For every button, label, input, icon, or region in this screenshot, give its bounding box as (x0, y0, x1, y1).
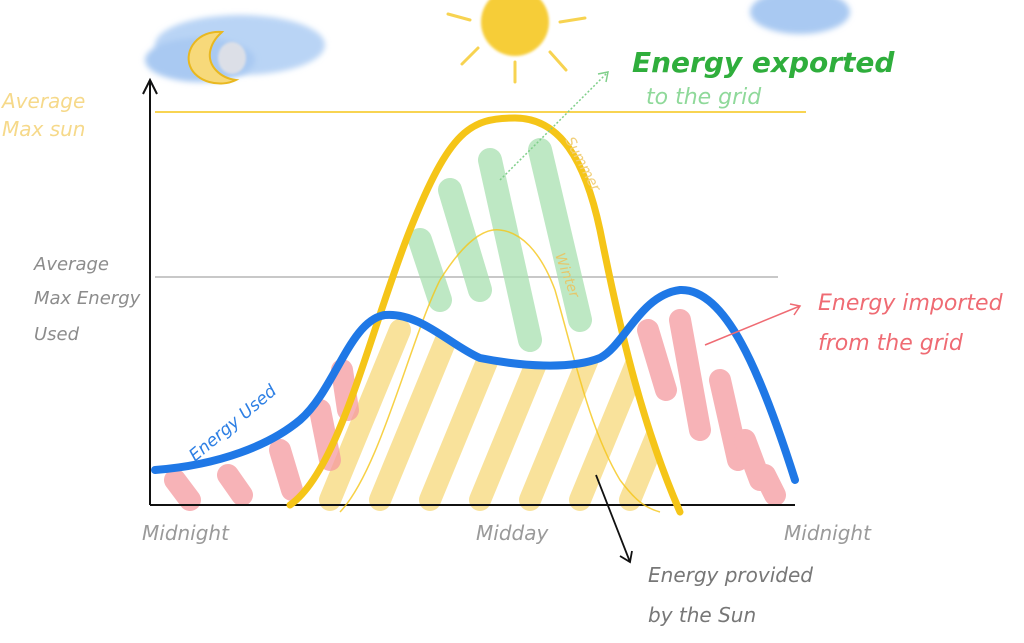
winter-sun-curve (339, 229, 661, 513)
avg-max-energy-line3: Used (34, 324, 80, 345)
export-arrow (499, 71, 609, 181)
x-tick-midnight-end: Midnight (784, 521, 872, 545)
avg-max-sun-label: Average Max sun (0, 89, 85, 141)
energy-exported-line2: to the grid (646, 85, 762, 110)
x-tick-midnight-start: Midnight (142, 521, 230, 545)
sun-icon (446, 0, 587, 84)
energy-provided-line1: Energy provided (648, 563, 813, 587)
energy-provided-label: Energy provided by the Sun (648, 563, 813, 627)
energy-imported-line2: from the grid (818, 331, 964, 356)
x-axis-ticks: Midnight Midday Midnight (142, 521, 872, 545)
export-hatch (408, 138, 592, 352)
avg-max-energy-line2: Max Energy (34, 288, 141, 309)
summer-label: Summer (561, 134, 604, 195)
energy-imported-label: Energy imported from the grid (818, 291, 1004, 356)
import-hatch (164, 309, 786, 511)
avg-max-sun-line1: Average (0, 89, 85, 113)
energy-exported-line1: Energy exported (632, 46, 895, 79)
cloud-icon (750, 0, 850, 34)
avg-max-sun-line2: Max sun (2, 117, 85, 141)
sun-provided-arrow (595, 474, 633, 564)
avg-max-energy-used-label: Average Max Energy Used (33, 254, 141, 345)
energy-used-curve (151, 285, 799, 484)
energy-imported-line1: Energy imported (818, 291, 1004, 316)
energy-provided-line2: by the Sun (648, 603, 756, 627)
import-arrow (704, 303, 802, 346)
avg-max-energy-line1: Average (33, 254, 109, 275)
summer-sun-curve (286, 114, 684, 516)
moon-cloud-icon (145, 15, 325, 85)
x-tick-midday: Midday (476, 521, 549, 545)
axes (142, 77, 795, 506)
energy-exported-label: Energy exported to the grid (632, 46, 895, 110)
